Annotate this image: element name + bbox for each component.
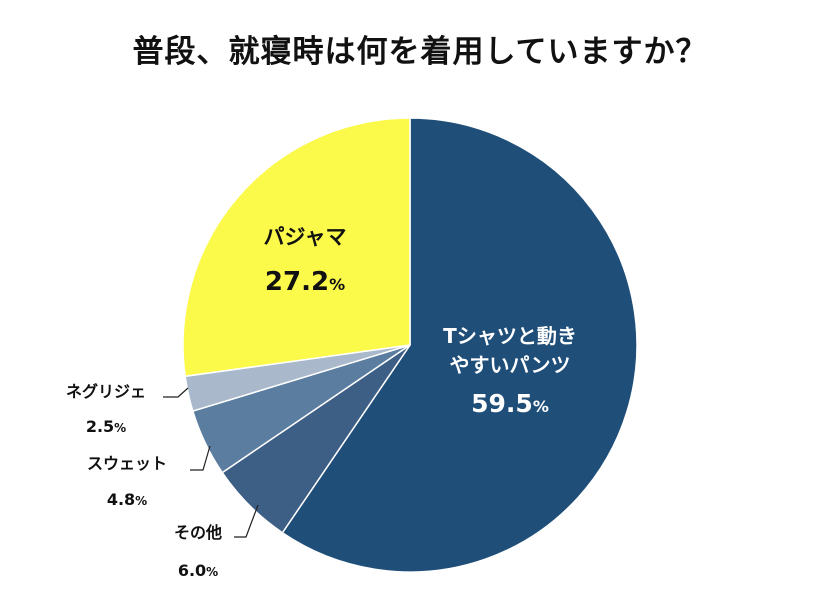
- slice-value-label: 59.5%: [471, 389, 549, 418]
- chart-title: 普段、就寝時は何を着用していますか？: [132, 34, 708, 70]
- leader-line: [234, 504, 259, 538]
- slice-value-label: 6.0%: [178, 561, 218, 580]
- slice-label: パジャマ: [264, 225, 347, 249]
- slice-value-label: 27.2%: [265, 267, 345, 297]
- slice-value-label: 4.8%: [107, 490, 147, 509]
- slice-label: Tシャツと動き: [443, 324, 577, 348]
- slice-label: スウェット: [87, 454, 167, 473]
- leader-line: [190, 445, 211, 471]
- leader-line: [163, 387, 189, 398]
- slice-value-label: 2.5%: [86, 417, 126, 436]
- pie-slice: [182, 117, 411, 378]
- pie-slice: [281, 117, 638, 573]
- slice-label: その他: [174, 523, 222, 542]
- slice-label: やすいパンツ: [450, 353, 571, 377]
- slice-label: ネグリジェ: [66, 382, 146, 401]
